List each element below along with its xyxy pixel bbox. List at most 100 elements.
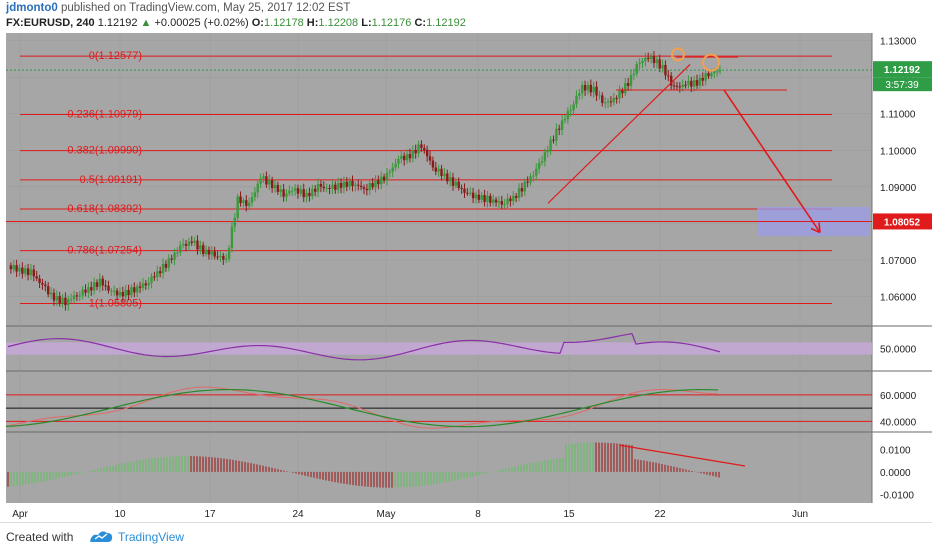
candle-body bbox=[454, 181, 458, 186]
candle-body bbox=[170, 258, 173, 260]
rsi-band bbox=[6, 342, 872, 355]
candle-body bbox=[273, 184, 277, 189]
author-name[interactable]: jdmonto0 bbox=[6, 2, 58, 14]
candle-body bbox=[187, 241, 191, 246]
left-shoulder-marker bbox=[671, 47, 685, 62]
candle-body bbox=[431, 160, 435, 168]
time-axis-tick: 10 bbox=[114, 509, 126, 520]
candle-body bbox=[509, 198, 512, 202]
candle-body bbox=[466, 192, 469, 194]
fib-label-4: 0.618(1.08392) bbox=[67, 203, 142, 215]
candle-body bbox=[110, 290, 113, 292]
candle-body bbox=[558, 128, 561, 130]
rsi-line bbox=[7, 332, 721, 361]
candle-body bbox=[184, 244, 188, 246]
candle-body bbox=[253, 192, 257, 198]
candle-body bbox=[75, 295, 79, 297]
candle-body bbox=[552, 139, 555, 141]
candle-body bbox=[520, 188, 524, 192]
publish-info: jdmonto0 published on TradingView.com, M… bbox=[6, 2, 350, 14]
countdown-tag bbox=[873, 77, 932, 92]
candle-body bbox=[64, 297, 67, 306]
candle-body bbox=[345, 181, 348, 187]
time-axis-tick: 24 bbox=[292, 509, 304, 520]
target-price-tag bbox=[873, 213, 932, 230]
plot-background bbox=[6, 33, 872, 503]
candle-body bbox=[133, 287, 136, 293]
candle-body bbox=[669, 75, 673, 86]
chart-canvas[interactable]: 1.130001.120001.110001.100001.090001.080… bbox=[0, 33, 932, 522]
candle-body bbox=[296, 188, 300, 194]
candle-body bbox=[420, 144, 423, 148]
candle-body bbox=[575, 95, 578, 105]
candle-body bbox=[138, 286, 142, 288]
target-price-label: 1.08052 bbox=[884, 217, 921, 228]
candle-body bbox=[55, 296, 59, 301]
candle-body bbox=[606, 101, 610, 103]
divergence-line bbox=[619, 444, 746, 467]
oscillator-axis-tick: 60.0000 bbox=[880, 391, 917, 402]
candle-body bbox=[514, 195, 518, 198]
close-value: 1.12192 bbox=[426, 17, 466, 29]
oscillator-signal-line bbox=[5, 386, 719, 429]
candle-body bbox=[535, 168, 538, 176]
candle-body bbox=[652, 56, 656, 64]
candle-body bbox=[698, 77, 702, 86]
last-price: 1.12192 bbox=[97, 17, 138, 29]
candle-body bbox=[380, 176, 383, 185]
candle-body bbox=[414, 150, 417, 154]
candle-body bbox=[598, 95, 601, 97]
candle-body bbox=[265, 176, 268, 185]
candle-body bbox=[233, 217, 237, 227]
candle-body bbox=[311, 188, 314, 197]
candle-body bbox=[181, 244, 185, 246]
tradingview-brand[interactable]: TradingView bbox=[118, 530, 185, 544]
candle-body bbox=[161, 263, 165, 274]
candle-body bbox=[299, 189, 303, 194]
time-axis-tick: 8 bbox=[475, 509, 481, 520]
candle-body bbox=[494, 199, 498, 203]
time-axis bbox=[6, 503, 872, 522]
candle-body bbox=[342, 181, 346, 188]
candle-body bbox=[32, 269, 36, 277]
candle-body bbox=[382, 176, 386, 181]
candle-body bbox=[67, 299, 70, 306]
tradingview-logo-icon[interactable] bbox=[88, 529, 114, 545]
candle-body bbox=[400, 155, 403, 159]
candle-body bbox=[247, 202, 251, 206]
chart-area[interactable]: 1.130001.120001.110001.100001.090001.080… bbox=[0, 33, 932, 522]
uptrend-line bbox=[547, 63, 691, 204]
candle-body bbox=[9, 265, 13, 270]
candle-body bbox=[497, 201, 501, 203]
candle-body bbox=[357, 184, 360, 186]
candle-body bbox=[29, 269, 33, 276]
right-shoulder-marker bbox=[702, 53, 720, 72]
symbol-label: FX:EURUSD, 240 bbox=[6, 17, 95, 29]
candle-body bbox=[503, 204, 506, 206]
candle-body bbox=[104, 285, 107, 287]
candle-body bbox=[213, 251, 216, 257]
time-axis-tick: Jun bbox=[792, 509, 808, 520]
candle-body bbox=[560, 120, 564, 130]
candle-body bbox=[469, 192, 472, 194]
candle-body bbox=[391, 167, 394, 172]
time-axis-tick: 17 bbox=[204, 509, 216, 520]
candle-body bbox=[308, 192, 311, 197]
candle-body bbox=[371, 183, 374, 188]
candle-body bbox=[532, 175, 535, 177]
price-axis-tick: 1.13000 bbox=[880, 37, 917, 48]
candle-body bbox=[655, 59, 659, 64]
candle-body bbox=[448, 177, 452, 182]
fib-label-0: 0(1.12577) bbox=[89, 50, 142, 62]
candle-body bbox=[158, 271, 162, 274]
price-axis-tick: 1.11000 bbox=[880, 110, 916, 121]
candle-body bbox=[491, 199, 495, 203]
candle-body bbox=[675, 85, 679, 87]
candle-body bbox=[474, 194, 478, 199]
low-label: L: bbox=[361, 17, 372, 29]
candle-body bbox=[546, 150, 549, 153]
candle-body bbox=[368, 183, 371, 191]
candle-body bbox=[592, 86, 595, 93]
fib-label-6: 1(1.05805) bbox=[89, 298, 142, 310]
candle-body bbox=[227, 248, 231, 259]
